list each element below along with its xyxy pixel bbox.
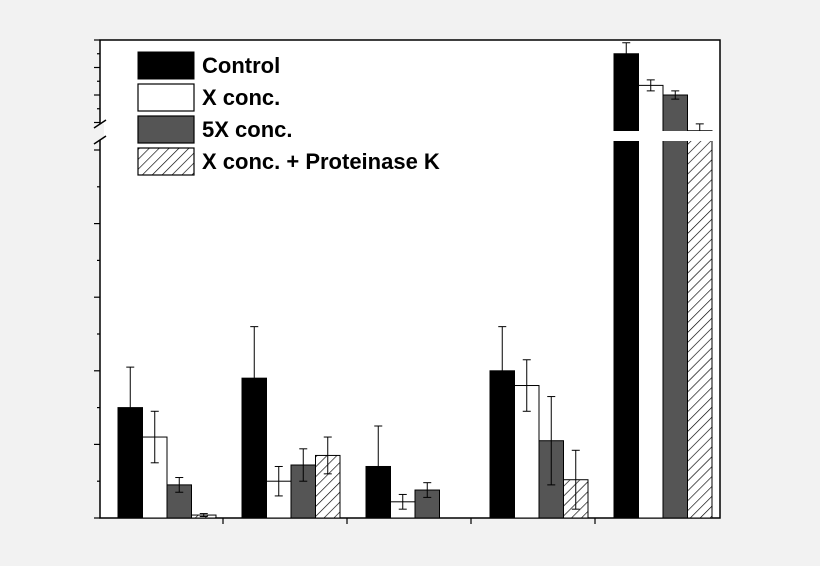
legend-swatch-proteinase-k: [137, 147, 195, 176]
axes-group: [93, 39, 596, 524]
legend-swatch-5x-conc: [137, 115, 195, 144]
bar-series-2-cat-4: [662, 94, 688, 519]
y-axis-break-slash: [93, 119, 107, 129]
legend-swatch-control: [137, 51, 195, 80]
legend-label-5x-conc: 5X conc.: [202, 117, 292, 142]
bars-group: [117, 42, 718, 519]
y-axis-break-slash: [93, 135, 107, 145]
legend-label-proteinase-k: X conc. + Proteinase K: [202, 149, 440, 174]
legend-label-control: Control: [202, 53, 280, 78]
legend-label-x-conc: X conc.: [202, 85, 280, 110]
bar-series-0-cat-4: [613, 53, 639, 519]
legend: Control X conc. 5X conc. X conc. + Prote…: [137, 51, 440, 176]
bar-series-1-cat-4: [638, 84, 664, 519]
legend-swatch-x-conc: [137, 83, 195, 112]
bar-series-3-cat-4: [687, 130, 713, 519]
y-axis-break-gap: [96, 124, 104, 140]
axis-break-gap: [598, 131, 718, 141]
